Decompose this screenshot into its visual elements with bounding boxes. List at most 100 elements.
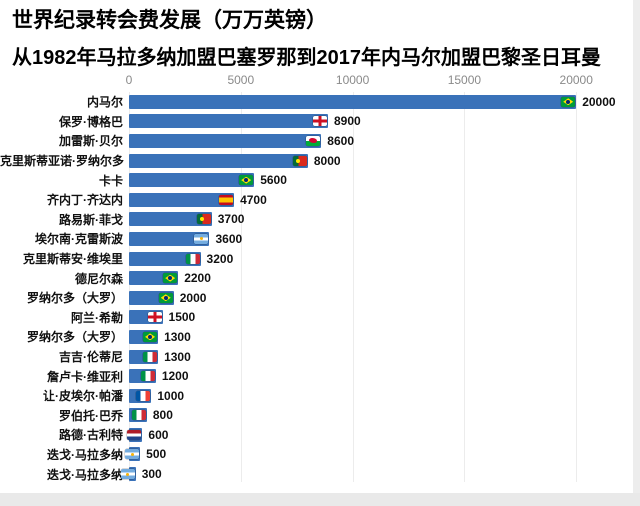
value-label: 300	[141, 467, 162, 482]
italy-flag-icon	[131, 410, 146, 421]
player-label: 克里斯蒂亚诺·罗纳尔多	[0, 154, 124, 169]
value-bar	[129, 310, 163, 325]
chart-row: 阿兰·希勒 1500	[0, 308, 627, 328]
value-label: 1300	[164, 329, 191, 344]
value-label: 2000	[179, 290, 207, 305]
player-label: 内马尔	[86, 95, 123, 110]
chart-row: 路易斯·菲戈 3700	[0, 210, 627, 230]
italy-flag-icon	[143, 351, 158, 362]
value-label: 3700	[217, 212, 245, 227]
bar-track: 1300	[129, 347, 627, 367]
bar-track: 4700	[129, 190, 627, 210]
player-label: 路易斯·菲戈	[59, 212, 123, 227]
bar-track: 5600	[129, 170, 627, 190]
value-label: 3600	[215, 231, 243, 246]
chart-row: 詹卢卡·维亚利 1200	[0, 366, 627, 386]
page-title: 世界纪录转会费发展（万万英镑）	[12, 9, 327, 32]
chart-row: 迭戈·马拉多纳 300	[0, 464, 627, 484]
value-label: 600	[148, 427, 169, 442]
bar-chart: 0 5000 10000 15000 20000 内马尔 20000 保罗·博格巴 8900 加…	[0, 70, 627, 486]
bar-track: 3700	[129, 210, 627, 230]
value-label: 8900	[334, 114, 361, 129]
value-label: 8000	[313, 153, 341, 168]
value-label: 2200	[184, 271, 211, 286]
value-bar	[129, 192, 235, 207]
chart-header: 世界纪录转会费发展（万万英镑） 从1982年马拉多纳加盟巴塞罗那到2017年内马…	[0, 0, 640, 70]
player-label: 卡卡	[98, 173, 123, 188]
italy-flag-icon	[185, 253, 200, 264]
bar-track: 8900	[129, 112, 627, 132]
chart-row: 克里斯蒂安·维埃里 3200	[0, 249, 627, 269]
value-label: 1200	[161, 369, 189, 384]
x-axis: 0 5000 10000 15000 20000	[126, 70, 627, 92]
value-label: 500	[146, 447, 167, 462]
player-label: 让·皮埃尔·帕潘	[43, 389, 123, 404]
bar-track: 2000	[129, 288, 627, 308]
netherlands-flag-icon	[127, 429, 142, 440]
value-label: 1500	[168, 310, 196, 325]
bar-track: 800	[129, 406, 627, 426]
bar-track: 2200	[129, 268, 627, 288]
bottom-margin-strip	[0, 493, 640, 506]
player-label: 德尼尔森	[74, 271, 123, 286]
chart-row: 罗纳尔多（大罗） 2000	[0, 288, 627, 308]
value-bar	[120, 467, 136, 482]
bar-track: 8600	[129, 131, 627, 151]
player-label: 罗伯托·巴乔	[59, 408, 123, 423]
player-label: 保罗·博格巴	[59, 114, 123, 129]
page-subtitle: 从1982年马拉多纳加盟巴塞罗那到2017年内马尔加盟巴黎圣日耳曼	[12, 47, 601, 70]
brazil-flag-icon	[163, 273, 178, 284]
france-flag-icon	[136, 390, 151, 401]
right-margin-strip	[633, 0, 640, 506]
player-label: 罗纳尔多（大罗）	[26, 291, 123, 306]
bar-track: 8000	[129, 151, 627, 171]
bar-rows: 内马尔 20000 保罗·博格巴 8900 加雷斯·贝尔 8600 克里斯蒂亚诺·罗纳尔多 8…	[0, 92, 627, 484]
player-label: 詹卢卡·维亚利	[47, 369, 123, 384]
player-label: 阿兰·希勒	[71, 310, 123, 325]
argentina-flag-icon	[125, 449, 140, 460]
value-bar	[129, 329, 159, 344]
chart-row: 让·皮埃尔·帕潘 1000	[0, 386, 627, 406]
x-tick-label: 10000	[335, 73, 370, 87]
value-label: 8600	[327, 133, 354, 148]
bar-track: 1500	[129, 308, 627, 328]
player-label: 路德·古利特	[59, 428, 123, 443]
player-label: 迭戈·马拉多纳	[47, 467, 123, 482]
bar-track: 3200	[129, 249, 627, 269]
chart-row: 路德·古利特 600	[0, 425, 627, 445]
chart-row: 德尼尔森 2200	[0, 268, 627, 288]
bar-track: 500	[125, 445, 627, 465]
value-label: 5600	[260, 173, 287, 188]
value-bar	[129, 408, 147, 423]
value-bar	[129, 251, 201, 266]
brazil-flag-icon	[561, 96, 576, 107]
chart-row: 罗伯托·巴乔 800	[0, 406, 627, 426]
chart-row: 克里斯蒂亚诺·罗纳尔多 8000	[0, 151, 627, 171]
bar-track: 3600	[129, 229, 627, 249]
value-label: 1300	[164, 349, 191, 364]
chart-row: 吉吉·伦蒂尼 1300	[0, 347, 627, 367]
value-bar	[129, 153, 308, 168]
chart-row: 内马尔 20000	[0, 92, 627, 112]
player-label: 迭戈·马拉多纳	[47, 447, 123, 462]
value-bar	[129, 349, 159, 364]
chart-row: 埃尔南·克雷斯波 3600	[0, 229, 627, 249]
value-bar	[129, 388, 152, 403]
spain-flag-icon	[219, 194, 234, 205]
bar-track: 20000	[129, 92, 627, 112]
value-label: 800	[152, 408, 173, 423]
brazil-flag-icon	[239, 175, 254, 186]
chart-row: 卡卡 5600	[0, 170, 627, 190]
value-label: 3200	[206, 251, 234, 266]
player-label: 克里斯蒂安·维埃里	[23, 252, 123, 267]
value-bar	[129, 271, 179, 286]
player-label: 罗纳尔多（大罗）	[26, 330, 123, 345]
value-bar	[129, 133, 322, 148]
wales-flag-icon	[306, 135, 321, 146]
bar-track: 1000	[129, 386, 627, 406]
value-label: 20000	[582, 94, 616, 109]
player-label: 齐内丁·齐达内	[47, 193, 123, 208]
x-tick-label: 20000	[559, 73, 593, 87]
value-label: 4700	[240, 192, 267, 207]
value-label: 1000	[157, 388, 185, 403]
